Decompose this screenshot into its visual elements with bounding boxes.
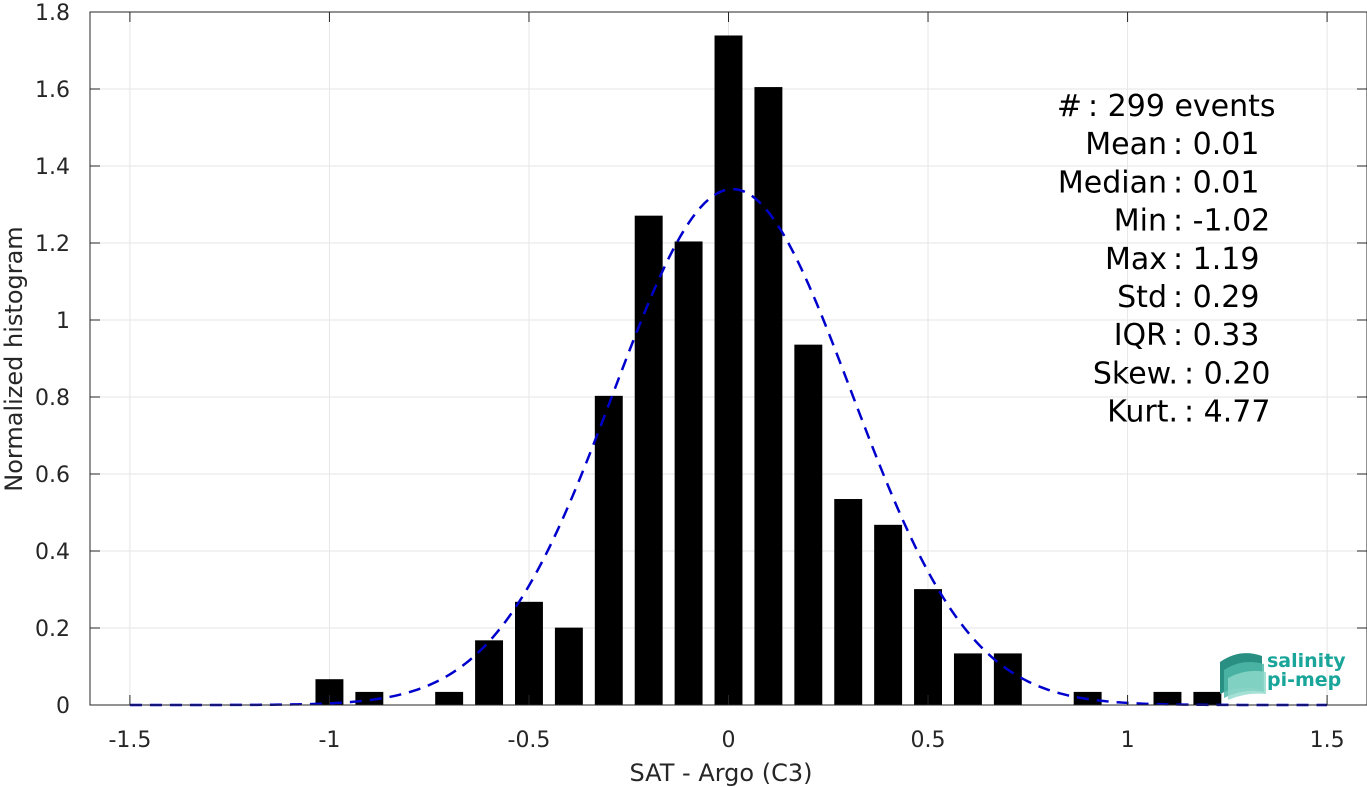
y-tick-label: 1.2 (35, 232, 70, 257)
x-tick-label: 0 (722, 728, 736, 753)
stat-line: Std: 0.29 (1117, 280, 1259, 315)
histogram-bar (834, 499, 863, 705)
salinity-pi-mep-logo: salinity pi-mep (1220, 650, 1346, 700)
logo-text-pi-mep: pi-mep (1267, 669, 1341, 691)
histogram-bar (993, 653, 1022, 705)
histogram-bar (754, 87, 783, 705)
y-tick-label: 1 (56, 309, 70, 334)
histogram-bar (1193, 691, 1222, 705)
y-tick-label: 1.6 (35, 78, 70, 103)
logo-text-salinity: salinity (1267, 650, 1346, 672)
stat-line: Skew.: 0.20 (1093, 356, 1271, 391)
x-tick-label: 1 (1121, 728, 1135, 753)
y-tick-label: 1.8 (35, 1, 70, 26)
y-tick-label: 0.2 (35, 617, 70, 642)
logo-waves-icon (1220, 653, 1266, 700)
stat-line: Mean: 0.01 (1085, 127, 1259, 162)
y-tick-label: 1.4 (35, 155, 70, 180)
histogram-bars (315, 35, 1222, 706)
histogram-bar (634, 215, 663, 706)
histogram-bar (674, 241, 703, 705)
x-tick-label: -1.5 (108, 728, 151, 753)
y-tick-label: 0 (56, 694, 70, 719)
stat-line: Max: 1.19 (1105, 242, 1259, 277)
y-tick-label: 0.8 (35, 386, 70, 411)
x-axis-label: SAT - Argo (C3) (630, 759, 813, 787)
stat-line: #: 299 events (1057, 89, 1276, 124)
stat-line: Median: 0.01 (1058, 165, 1260, 200)
stat-line: Kurt.: 4.77 (1107, 395, 1270, 430)
histogram-bar (355, 691, 384, 705)
histogram-bar (515, 601, 543, 705)
x-tick-label: 0.5 (911, 728, 946, 753)
stat-line: IQR: 0.33 (1114, 318, 1260, 353)
y-axis-label: Normalized histogram (0, 226, 28, 491)
histogram-bar (953, 653, 982, 705)
x-axis-ticks: -1.5 -1 -0.5 0 0.5 1 1.5 (108, 12, 1345, 753)
y-tick-label: 0.6 (35, 463, 70, 488)
x-tick-label: 1.5 (1310, 728, 1345, 753)
histogram-bar (874, 524, 903, 705)
y-tick-label: 0.4 (35, 540, 70, 565)
histogram-bar (594, 395, 623, 705)
histogram-bar (714, 35, 743, 706)
x-tick-label: -0.5 (508, 728, 551, 753)
y-axis-ticks: 0 0.2 0.4 0.6 0.8 1 1.2 1.4 1.6 1.8 (35, 1, 1367, 719)
histogram-bar (435, 691, 464, 705)
stat-line: Min: -1.02 (1114, 204, 1271, 239)
x-tick-label: -1 (318, 728, 340, 753)
histogram-bar (1153, 691, 1182, 705)
histogram-bar (794, 344, 823, 705)
histogram-bar (914, 589, 942, 705)
histogram-bar (554, 627, 583, 705)
